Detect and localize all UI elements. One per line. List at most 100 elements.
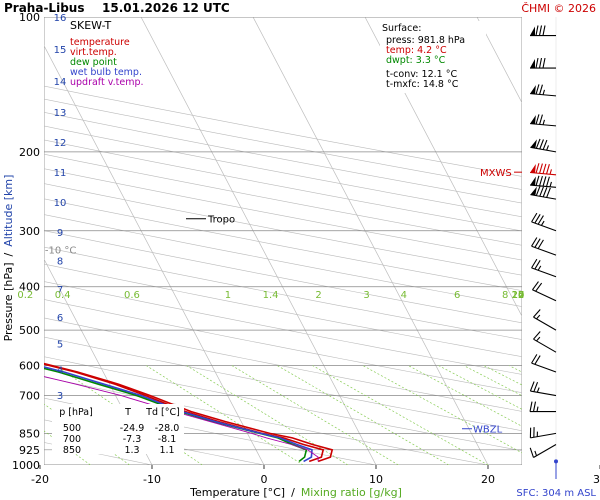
altitude-tick-label: 7: [57, 285, 63, 296]
dry-adiabat: [44, 168, 522, 261]
barb-staff: [531, 362, 557, 373]
barb-staff: [530, 390, 557, 397]
table-cell: -28.0: [155, 423, 180, 434]
barb-pennant: [530, 186, 537, 196]
wind-barbs: [529, 17, 557, 465]
table-header: p [hPa]: [59, 407, 93, 418]
mixing-ratio-line: [186, 365, 349, 465]
barb-full: [539, 84, 543, 95]
mixing-ratio-line: [555, 366, 600, 465]
wind-barb: [533, 309, 557, 331]
barb-full: [533, 331, 541, 340]
barb-staff: [531, 245, 557, 256]
table-cell: -7.3: [123, 434, 142, 445]
isotherm: [476, 17, 522, 104]
wind-barb: [530, 138, 557, 153]
barb-staff: [533, 444, 557, 458]
mixing-ratio-label: 25: [512, 290, 525, 301]
barb-full: [539, 163, 543, 174]
mixing-ratio-label: 6: [454, 290, 460, 301]
x-tick-label: 30: [593, 473, 600, 486]
altitude-tick-label: 13: [54, 108, 67, 119]
barb-full: [535, 138, 541, 149]
barb-staff: [530, 432, 557, 439]
pressure-tick-label: 700: [19, 390, 40, 403]
mixing-ratio-line: [231, 365, 399, 465]
altitude-tick-label: 9: [57, 228, 63, 239]
isotherm: [44, 44, 265, 465]
isotherm-label: -10 °C: [45, 245, 77, 256]
barb-staff: [531, 267, 557, 278]
altitude-tick-label: 11: [54, 168, 67, 179]
altitude-tick-label: 15: [54, 45, 67, 56]
mixing-ratio-line: [408, 365, 522, 427]
table-header: Td [°C]: [145, 407, 180, 418]
wind-barb: [529, 427, 557, 439]
barb-full: [534, 238, 541, 248]
copyright: ČHMI © 2026: [521, 2, 596, 15]
barb-half: [540, 220, 545, 226]
barb-half: [536, 314, 541, 320]
altitude-tick-label: 6: [57, 313, 63, 324]
legend-item: wet bulb temp.: [70, 67, 142, 78]
mixing-ratio-label: 2: [315, 290, 321, 301]
wbzl-label: WBZL: [473, 425, 503, 436]
isotherm: [140, 17, 377, 465]
barb-pennant: [530, 115, 536, 125]
wind-barb: [531, 354, 557, 373]
altitude-tick-label: 4: [57, 365, 63, 376]
surface-dwpt: dwpt: 3.3 °C: [386, 55, 446, 66]
barb-full: [533, 309, 541, 318]
barb-full: [531, 281, 539, 291]
wind-barb: [530, 84, 557, 97]
pressure-tick-label: 850: [19, 427, 40, 440]
barb-half: [549, 169, 552, 175]
barb-staff: [531, 221, 557, 232]
table-header: T: [124, 407, 131, 418]
chart-series: [44, 362, 334, 463]
barb-full: [535, 114, 540, 125]
wind-barb: [530, 185, 557, 200]
barb-half: [536, 406, 539, 412]
table-cell: 1.3: [124, 445, 139, 456]
x-axis-label-mixing: Mixing ratio [g/kg]: [301, 486, 402, 499]
mixing-ratio-line: [146, 365, 304, 465]
wind-barb: [531, 237, 557, 256]
legend-item: temperature: [70, 37, 130, 48]
barb-full: [539, 114, 543, 125]
barb-full: [535, 163, 540, 174]
mixing-ratio-label: 4: [401, 290, 407, 301]
level-table: [52, 404, 184, 454]
legend-item: dew point: [70, 57, 117, 68]
barb-full: [531, 258, 538, 269]
barb-staff: [530, 93, 557, 97]
y-axis-title: Pressure [hPa] / Altitude [km]: [2, 175, 15, 342]
altitude-tick-label: 16: [54, 13, 67, 24]
dry-adiabat: [44, 139, 522, 232]
surface-box: [380, 21, 486, 93]
isotherm: [589, 17, 600, 465]
x-tick-label: 0: [261, 473, 268, 486]
altitude-tick-label: 10: [54, 198, 67, 209]
mixing-ratio-label: 17: [512, 290, 525, 301]
wind-barb: [530, 163, 557, 176]
dry-adiabat: [44, 317, 522, 412]
wind-barb: [529, 401, 556, 413]
mixing-ratio-line: [312, 365, 489, 465]
barb-full: [531, 212, 538, 223]
barb-full: [534, 260, 541, 270]
mixing-ratio-line: [463, 365, 522, 397]
mixing-ratio-label: 0.2: [17, 290, 33, 301]
mixing-ratio-label: 20: [512, 290, 525, 301]
x-axis-label: Temperature [°C]: [189, 486, 285, 499]
mixing-ratio-label: 8: [502, 290, 508, 301]
barb-full: [537, 239, 544, 249]
wind-barb: [533, 331, 557, 353]
dry-adiabat: [44, 153, 522, 246]
diagram-name: SKEW-T: [70, 19, 112, 32]
barb-full: [529, 447, 535, 458]
barb-pennant: [530, 59, 535, 69]
dry-adiabat: [44, 299, 522, 393]
table-cell: -24.9: [120, 423, 145, 434]
